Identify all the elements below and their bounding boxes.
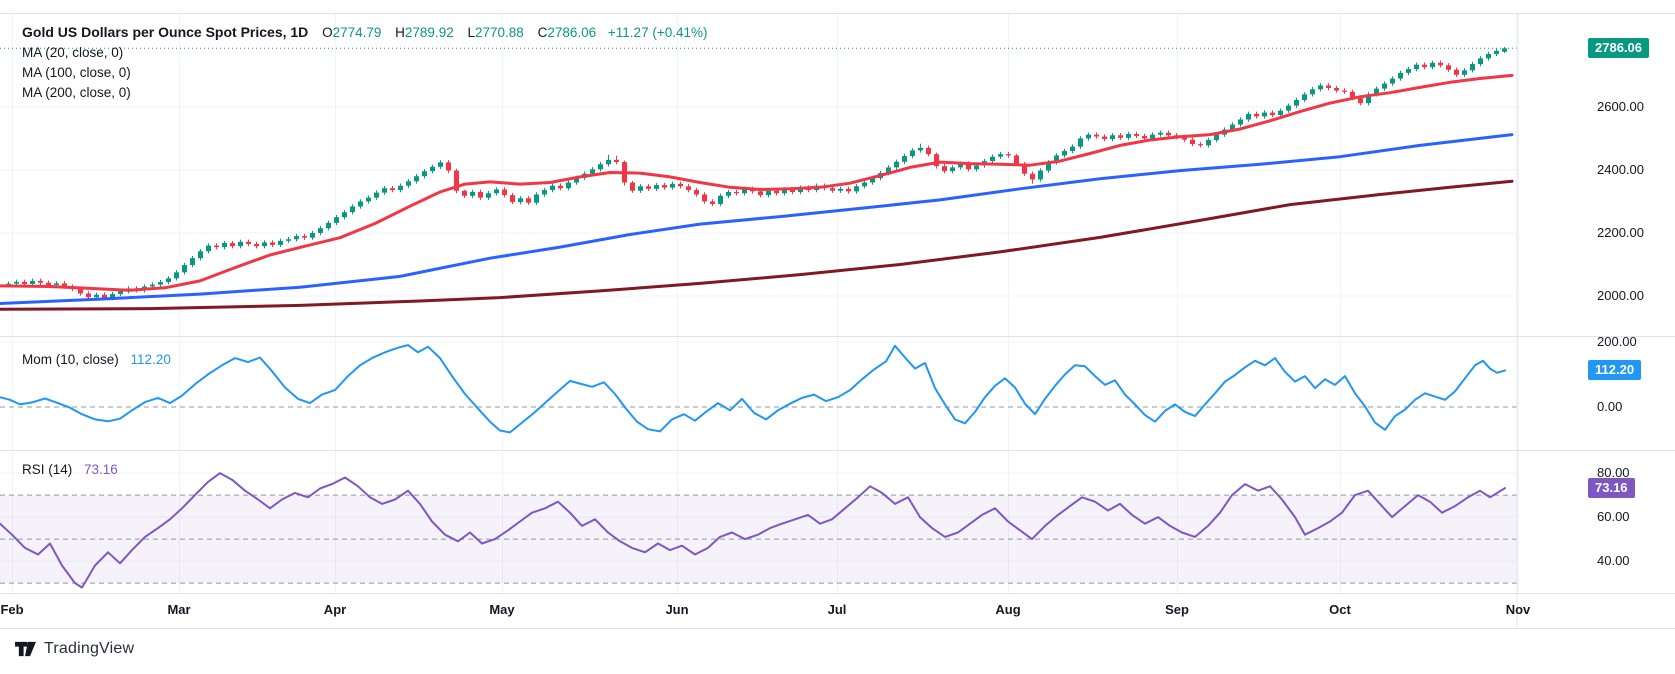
symbol-title[interactable]: Gold US Dollars per Ounce Spot Prices, 1…: [22, 24, 309, 40]
rsi-label: RSI (14): [22, 462, 73, 477]
time-axis-label-aug: Aug: [995, 602, 1021, 617]
low-label: L: [467, 25, 475, 40]
time-axis-label-nov: Nov: [1505, 602, 1531, 617]
time-axis-label-apr: Apr: [323, 602, 347, 617]
rsi-tick-label: 80.00: [1597, 465, 1630, 481]
symbol-legend: Gold US Dollars per Ounce Spot Prices, 1…: [22, 23, 707, 42]
price-tick-label: 2200.00: [1597, 224, 1644, 240]
time-axis-label-may: May: [489, 602, 515, 617]
time-axis-label-jun: Jun: [665, 602, 689, 617]
tradingview-logo-icon: [15, 641, 36, 657]
momentum-tick-label: 200.00: [1597, 333, 1637, 349]
low-value: 2770.88: [475, 25, 524, 40]
time-axis[interactable]: [0, 593, 1517, 628]
price-tick-label: 2000.00: [1597, 287, 1644, 303]
price-scale[interactable]: [1517, 13, 1675, 593]
open-label: O: [322, 25, 333, 40]
change-value: +11.27 (+0.41%): [607, 25, 708, 40]
close-label: C: [537, 25, 548, 40]
open-value: 2774.79: [332, 25, 382, 40]
rsi-badge: 73.16: [1588, 478, 1635, 499]
momentum-label: Mom (10, close): [22, 352, 119, 367]
close-value: 2786.06: [547, 25, 597, 40]
time-axis-label-jul: Jul: [827, 602, 847, 617]
rsi-value: 73.16: [84, 462, 118, 477]
momentum-tick-label: 0.00: [1597, 399, 1623, 414]
time-axis-label-oct: Oct: [1329, 602, 1351, 617]
time-axis-label-feb: Feb: [0, 602, 24, 617]
price-tick-label: 2600.00: [1597, 98, 1644, 114]
time-axis-label-sep: Sep: [1165, 602, 1189, 617]
rsi-tick-label: 40.00: [1597, 553, 1630, 569]
ma100-legend[interactable]: MA (100, close, 0): [22, 65, 131, 80]
momentum-badge: 112.20: [1588, 360, 1642, 381]
rsi-legend[interactable]: RSI (14) 73.16: [22, 462, 118, 477]
price-tick-label: 2400.00: [1597, 161, 1644, 177]
last-price-badge: 2786.06: [1588, 38, 1649, 59]
momentum-value: 112.20: [130, 352, 171, 367]
tradingview-logo-text: TradingView: [44, 639, 135, 657]
rsi-tick-label: 60.00: [1597, 509, 1630, 525]
momentum-legend[interactable]: Mom (10, close) 112.20: [22, 352, 171, 367]
ma20-legend[interactable]: MA (20, close, 0): [22, 45, 124, 60]
ma200-legend[interactable]: MA (200, close, 0): [22, 85, 131, 100]
time-axis-label-mar: Mar: [167, 602, 191, 617]
high-value: 2789.92: [404, 25, 454, 40]
tradingview-branding[interactable]: TradingView: [14, 639, 134, 658]
high-label: H: [395, 25, 405, 40]
